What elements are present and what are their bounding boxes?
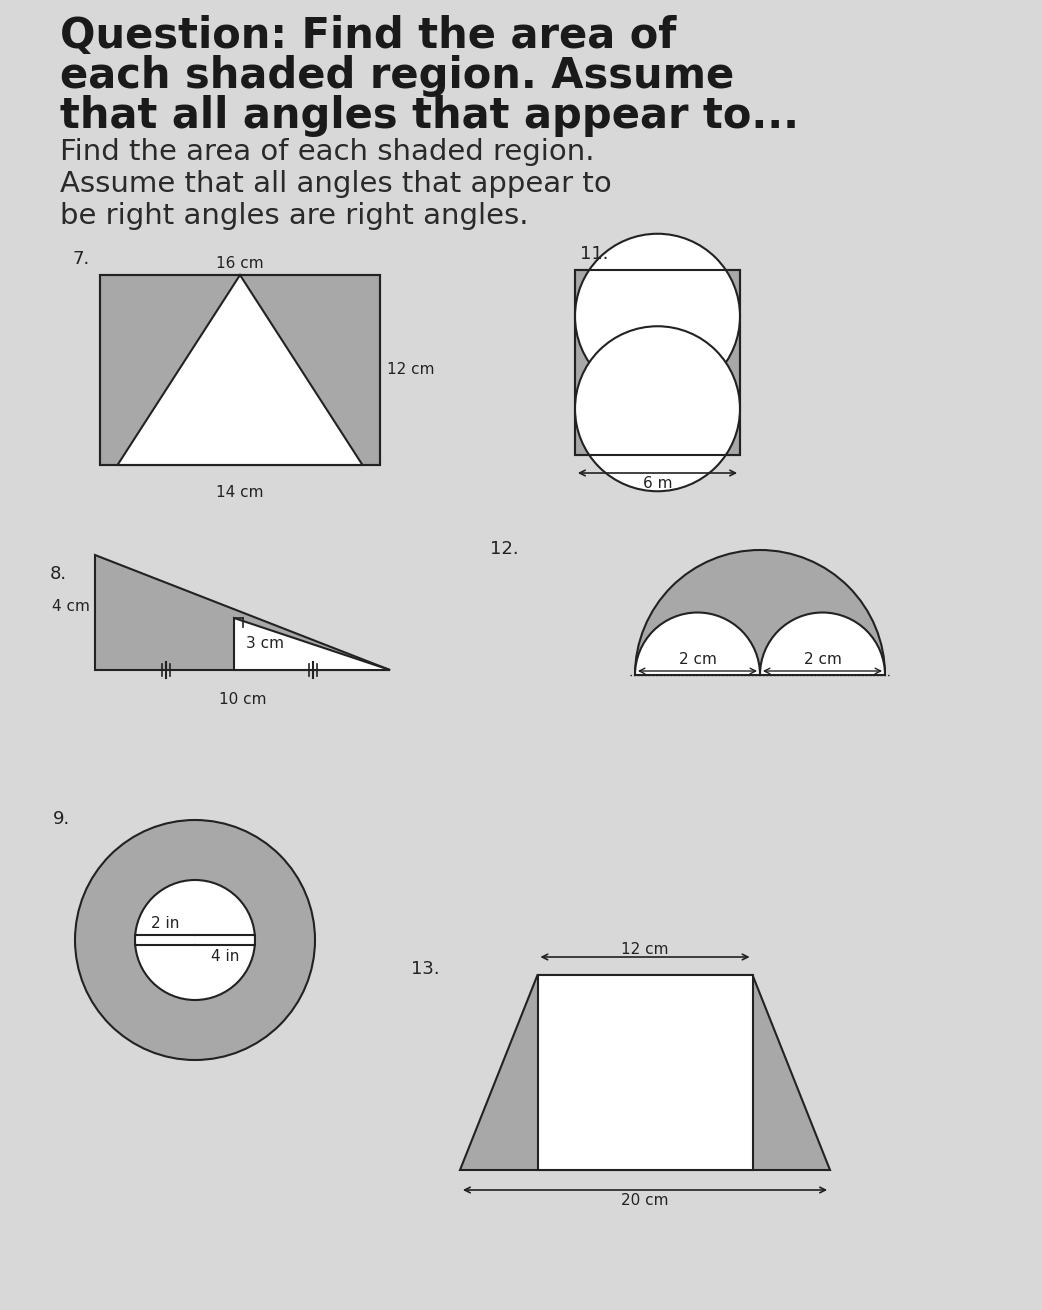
Text: Find the area of each shaded region.: Find the area of each shaded region. — [60, 138, 595, 166]
Polygon shape — [460, 975, 830, 1170]
Polygon shape — [118, 275, 363, 465]
Text: Assume that all angles that appear to: Assume that all angles that appear to — [60, 170, 612, 198]
Bar — [100, 275, 380, 465]
Circle shape — [75, 820, 315, 1060]
Text: Question: Find the area of: Question: Find the area of — [60, 14, 676, 58]
Text: 9.: 9. — [53, 810, 70, 828]
Text: 2 cm: 2 cm — [803, 652, 842, 667]
Wedge shape — [635, 550, 885, 675]
Circle shape — [575, 326, 740, 491]
Text: 11.: 11. — [580, 245, 609, 263]
Circle shape — [575, 233, 740, 398]
Text: that all angles that appear to...: that all angles that appear to... — [60, 96, 799, 138]
Text: 12 cm: 12 cm — [621, 942, 669, 958]
Wedge shape — [760, 613, 885, 675]
Bar — [575, 270, 740, 455]
Text: 13.: 13. — [412, 960, 440, 979]
Bar — [538, 975, 752, 1170]
Text: 4 cm: 4 cm — [52, 599, 90, 614]
Text: 8.: 8. — [50, 565, 67, 583]
Wedge shape — [635, 613, 760, 675]
Text: 6 m: 6 m — [643, 476, 672, 491]
Text: 16 cm: 16 cm — [216, 255, 264, 271]
Text: each shaded region. Assume: each shaded region. Assume — [60, 55, 735, 97]
Text: 2 cm: 2 cm — [678, 652, 717, 667]
Text: be right angles are right angles.: be right angles are right angles. — [60, 202, 528, 231]
Polygon shape — [233, 618, 390, 669]
Text: 2 in: 2 in — [151, 916, 179, 931]
Text: 10 cm: 10 cm — [219, 692, 267, 707]
Text: 7.: 7. — [73, 250, 90, 269]
Text: 4 in: 4 in — [210, 948, 240, 964]
Circle shape — [135, 880, 255, 1000]
Polygon shape — [95, 555, 390, 669]
Text: 12 cm: 12 cm — [387, 363, 435, 377]
Text: 3 cm: 3 cm — [246, 637, 283, 651]
Text: 14 cm: 14 cm — [217, 485, 264, 500]
Bar — [100, 275, 380, 465]
Bar — [575, 270, 740, 455]
Text: 20 cm: 20 cm — [621, 1193, 669, 1208]
Text: 12.: 12. — [490, 540, 519, 558]
